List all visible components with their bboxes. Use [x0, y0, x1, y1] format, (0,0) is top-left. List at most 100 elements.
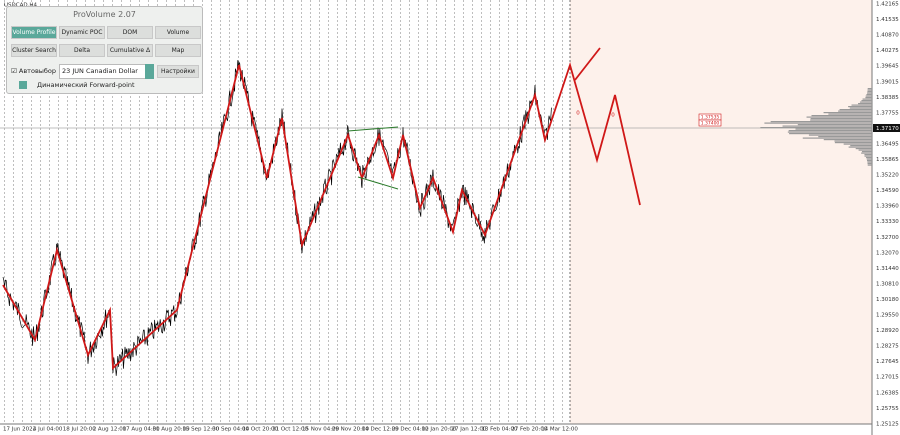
- price-label: 1.30810: [876, 281, 899, 287]
- price-label: 1.29550: [876, 313, 899, 319]
- price-label: 1.27645: [876, 359, 899, 365]
- tool-button[interactable]: Cluster Search: [11, 44, 57, 57]
- time-label: 29 Dec 04:00: [392, 427, 429, 433]
- profile-bar: [843, 143, 872, 145]
- profile-bar: [787, 131, 872, 133]
- time-label: 14 Dec 12:00: [362, 427, 399, 433]
- price-label: 1.40870: [876, 33, 899, 39]
- level-label: 1.37535: [701, 115, 720, 121]
- price-label: 1.26385: [876, 390, 899, 396]
- price-label: 1.31440: [876, 266, 899, 272]
- marker: 0: [611, 113, 615, 119]
- tool-button[interactable]: Volume Profile: [11, 26, 57, 39]
- profile-bar: [865, 95, 872, 97]
- profile-bar: [834, 142, 872, 144]
- price-label: 1.37170: [876, 126, 899, 132]
- price-label: 1.28920: [876, 328, 899, 334]
- profile-bar: [848, 146, 872, 148]
- tool-button[interactable]: DOM: [107, 26, 153, 39]
- dropdown-arrow[interactable]: [145, 64, 154, 79]
- profile-bar: [850, 145, 872, 147]
- tool-button[interactable]: Volume: [155, 26, 201, 39]
- time-label: 14 Oct 20:00: [242, 427, 278, 433]
- profile-bar: [797, 124, 872, 126]
- profile-bar: [823, 112, 872, 114]
- profile-bar: [862, 98, 872, 100]
- price-label: 1.33960: [876, 204, 899, 210]
- tool-button[interactable]: Cumulative Δ: [107, 44, 153, 57]
- profile-bar: [828, 113, 872, 115]
- time-label: 31 Oct 12:00: [272, 427, 308, 433]
- time-label: 30 Sep 04:00: [212, 427, 249, 433]
- profile-bar: [866, 160, 872, 162]
- profile-bar: [861, 100, 872, 102]
- profile-bar: [861, 151, 872, 153]
- settings-button[interactable]: Настройки: [157, 65, 199, 78]
- price-label: 1.41535: [876, 17, 899, 23]
- auto-select[interactable]: ☑ Автовыбор: [11, 67, 57, 75]
- profile-bar: [849, 107, 872, 109]
- panel-title: ProVolume 2.07: [73, 10, 136, 19]
- profile-bar: [811, 115, 872, 117]
- price-label: 1.37755: [876, 110, 899, 116]
- profile-bar: [867, 92, 872, 94]
- profile-bar: [867, 89, 872, 91]
- marker: 0: [576, 111, 580, 117]
- price-label: 1.34590: [876, 188, 899, 194]
- profile-bar: [795, 128, 872, 130]
- profile-bar: [866, 158, 872, 160]
- profile-bar: [861, 152, 872, 154]
- price-label: 1.27015: [876, 375, 899, 381]
- tool-button[interactable]: Map: [155, 44, 201, 57]
- profile-bar: [858, 103, 872, 105]
- profile-bar: [867, 88, 872, 90]
- price-label: 1.39645: [876, 64, 899, 70]
- price-label: 1.25755: [876, 406, 899, 412]
- profile-bar: [864, 155, 872, 157]
- price-label: 1.42165: [876, 2, 899, 8]
- time-label: 15 Sep 12:00: [182, 427, 219, 433]
- price-label: 1.32700: [876, 235, 899, 241]
- forward-point[interactable]: Динамический Forward-point: [37, 81, 135, 89]
- time-label: 2 Aug 12:00: [93, 427, 127, 433]
- profile-bar: [867, 164, 872, 166]
- profile-bar: [839, 109, 872, 111]
- price-label: 1.40275: [876, 48, 899, 54]
- profile-bar: [858, 149, 872, 151]
- price-label: 1.25125: [876, 421, 899, 427]
- profile-bar: [810, 118, 872, 120]
- profile-bar: [851, 104, 872, 106]
- profile-bar: [838, 110, 872, 112]
- profile-bar: [810, 119, 872, 121]
- profile-bar: [865, 157, 872, 159]
- price-label: 1.36495: [876, 141, 899, 147]
- profile-bar: [760, 127, 872, 129]
- provolume-panel: ProVolume 2.07 Volume Profile Dynamic POC…: [6, 6, 203, 94]
- profile-bar: [865, 97, 872, 99]
- tool-button[interactable]: Delta: [59, 44, 105, 57]
- time-label: 12 Jan 20:00: [422, 427, 457, 433]
- price-label: 1.38385: [876, 95, 899, 101]
- time-label: 15 Nov 04:00: [302, 427, 340, 433]
- profile-bar: [855, 148, 872, 150]
- time-label: 18 Jul 20:00: [63, 427, 96, 433]
- price-label: 1.35220: [876, 173, 899, 179]
- time-label: 29 Nov 20:00: [332, 427, 370, 433]
- profile-bar: [782, 125, 872, 127]
- profile-bar: [789, 133, 872, 135]
- time-label: 13 Feb 04:00: [481, 427, 518, 433]
- profile-bar: [823, 139, 872, 141]
- profile-bar: [867, 161, 872, 163]
- profile-bar: [867, 91, 872, 93]
- profile-bar: [764, 122, 872, 124]
- time-label: 27 Jan 12:00: [452, 427, 487, 433]
- profile-bar: [788, 130, 872, 132]
- profile-bar: [802, 137, 872, 139]
- time-label: 31 Aug 20:00: [153, 427, 191, 433]
- tool-button[interactable]: Dynamic POC: [59, 26, 105, 39]
- instrument-select[interactable]: 23 JUN Canadian Dollar: [59, 64, 149, 79]
- time-label: 17 Jun 2022: [3, 427, 36, 433]
- price-label: 1.30180: [876, 297, 899, 303]
- price-label: 1.39015: [876, 79, 899, 85]
